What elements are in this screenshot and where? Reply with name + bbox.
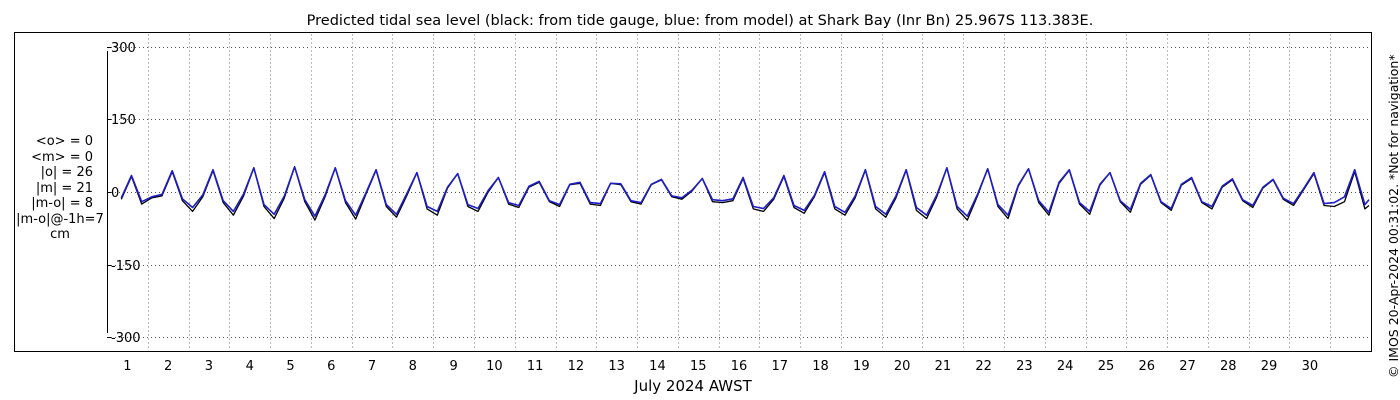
x-tick-label: 27 (1179, 359, 1196, 374)
stat-abs-model: |m| = 21 (35, 180, 93, 196)
y-tick-label: -300 (111, 331, 141, 346)
x-tick-label: 22 (975, 359, 992, 374)
x-tick-label: 29 (1261, 359, 1278, 374)
x-tick-label: 1 (123, 359, 131, 374)
y-tick-label: 0 (111, 186, 119, 201)
outer-frame (14, 32, 1372, 352)
grid-lines (107, 34, 1371, 350)
x-tick-label: 3 (205, 359, 213, 374)
x-tick-label: 23 (1016, 359, 1033, 374)
x-tick-label: 4 (246, 359, 254, 374)
stat-abs-obs: |o| = 26 (40, 165, 93, 180)
stats-panel: <o> = 0 <m> = 0 |o| = 26 |m| = 21 |m-o| … (14, 134, 106, 243)
x-axis-label: July 2024 AWST (633, 377, 752, 395)
y-tick-label: -150 (111, 259, 141, 274)
x-tick-label: 7 (368, 359, 376, 374)
x-tick-label: 2 (164, 359, 172, 374)
series-lines (120, 166, 1370, 221)
chart-title: Predicted tidal sea level (black: from t… (307, 13, 1094, 29)
stat-mean-obs: <o> = 0 (35, 134, 93, 149)
stat-abs-diff: |m-o| = 8 (31, 196, 93, 211)
x-tick-label: 28 (1220, 359, 1237, 374)
copyright-notice: © IMOS 20-Apr-2024 00:31:02. *Not for na… (1386, 54, 1400, 378)
x-tick-label: 9 (449, 359, 457, 374)
x-tick-label: 5 (286, 359, 294, 374)
x-tick-label: 17 (772, 359, 789, 374)
x-tick-label: 8 (409, 359, 417, 374)
x-tick-label: 19 (853, 359, 870, 374)
y-tick-label: 150 (111, 113, 136, 128)
stat-abs-diff-lag: |m-o|@-1h=7 (16, 211, 104, 227)
series-line-model (120, 166, 1370, 217)
x-tick-label: 12 (568, 359, 585, 374)
x-tick-label: 15 (690, 359, 707, 374)
x-tick-label: 6 (327, 359, 335, 374)
stat-mean-model: <m> = 0 (31, 149, 93, 165)
x-tick-label: 21 (935, 359, 952, 374)
x-tick-label: 11 (527, 359, 544, 374)
x-tick-label: 20 (894, 359, 911, 374)
x-tick-label: 24 (1057, 359, 1074, 374)
x-tick-label: 25 (1098, 359, 1115, 374)
x-tick-label: 30 (1302, 359, 1319, 374)
series-line-observed (120, 166, 1370, 221)
axes (107, 47, 111, 338)
stat-units: cm (50, 227, 70, 242)
x-tick-label: 18 (812, 359, 829, 374)
x-tick-label: 14 (649, 359, 666, 374)
y-tick-label: 300 (111, 41, 136, 56)
x-tick-label: 10 (486, 359, 503, 374)
x-tick-label: 13 (608, 359, 625, 374)
x-tick-label: 16 (731, 359, 748, 374)
x-tick-label: 26 (1138, 359, 1155, 374)
